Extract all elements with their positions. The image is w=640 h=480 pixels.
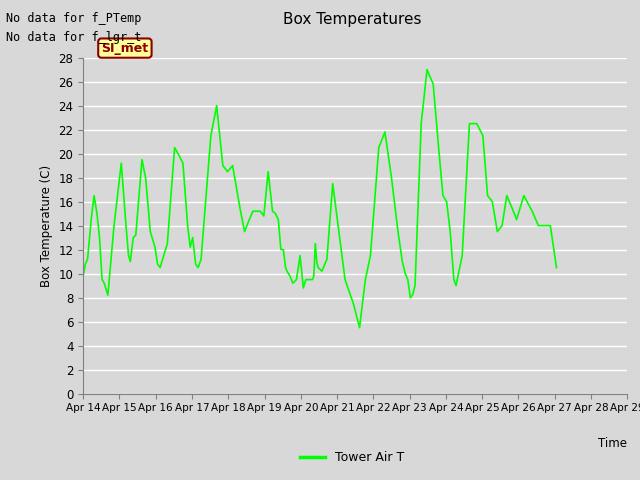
Legend: Tower Air T: Tower Air T [295, 446, 409, 469]
Text: No data for f_PTemp: No data for f_PTemp [6, 12, 142, 25]
Text: SI_met: SI_met [101, 42, 148, 55]
Text: Time: Time [598, 437, 627, 450]
Text: No data for f_lgr_t: No data for f_lgr_t [6, 31, 142, 44]
Y-axis label: Box Temperature (C): Box Temperature (C) [40, 165, 53, 287]
Text: Box Temperatures: Box Temperatures [283, 12, 421, 27]
